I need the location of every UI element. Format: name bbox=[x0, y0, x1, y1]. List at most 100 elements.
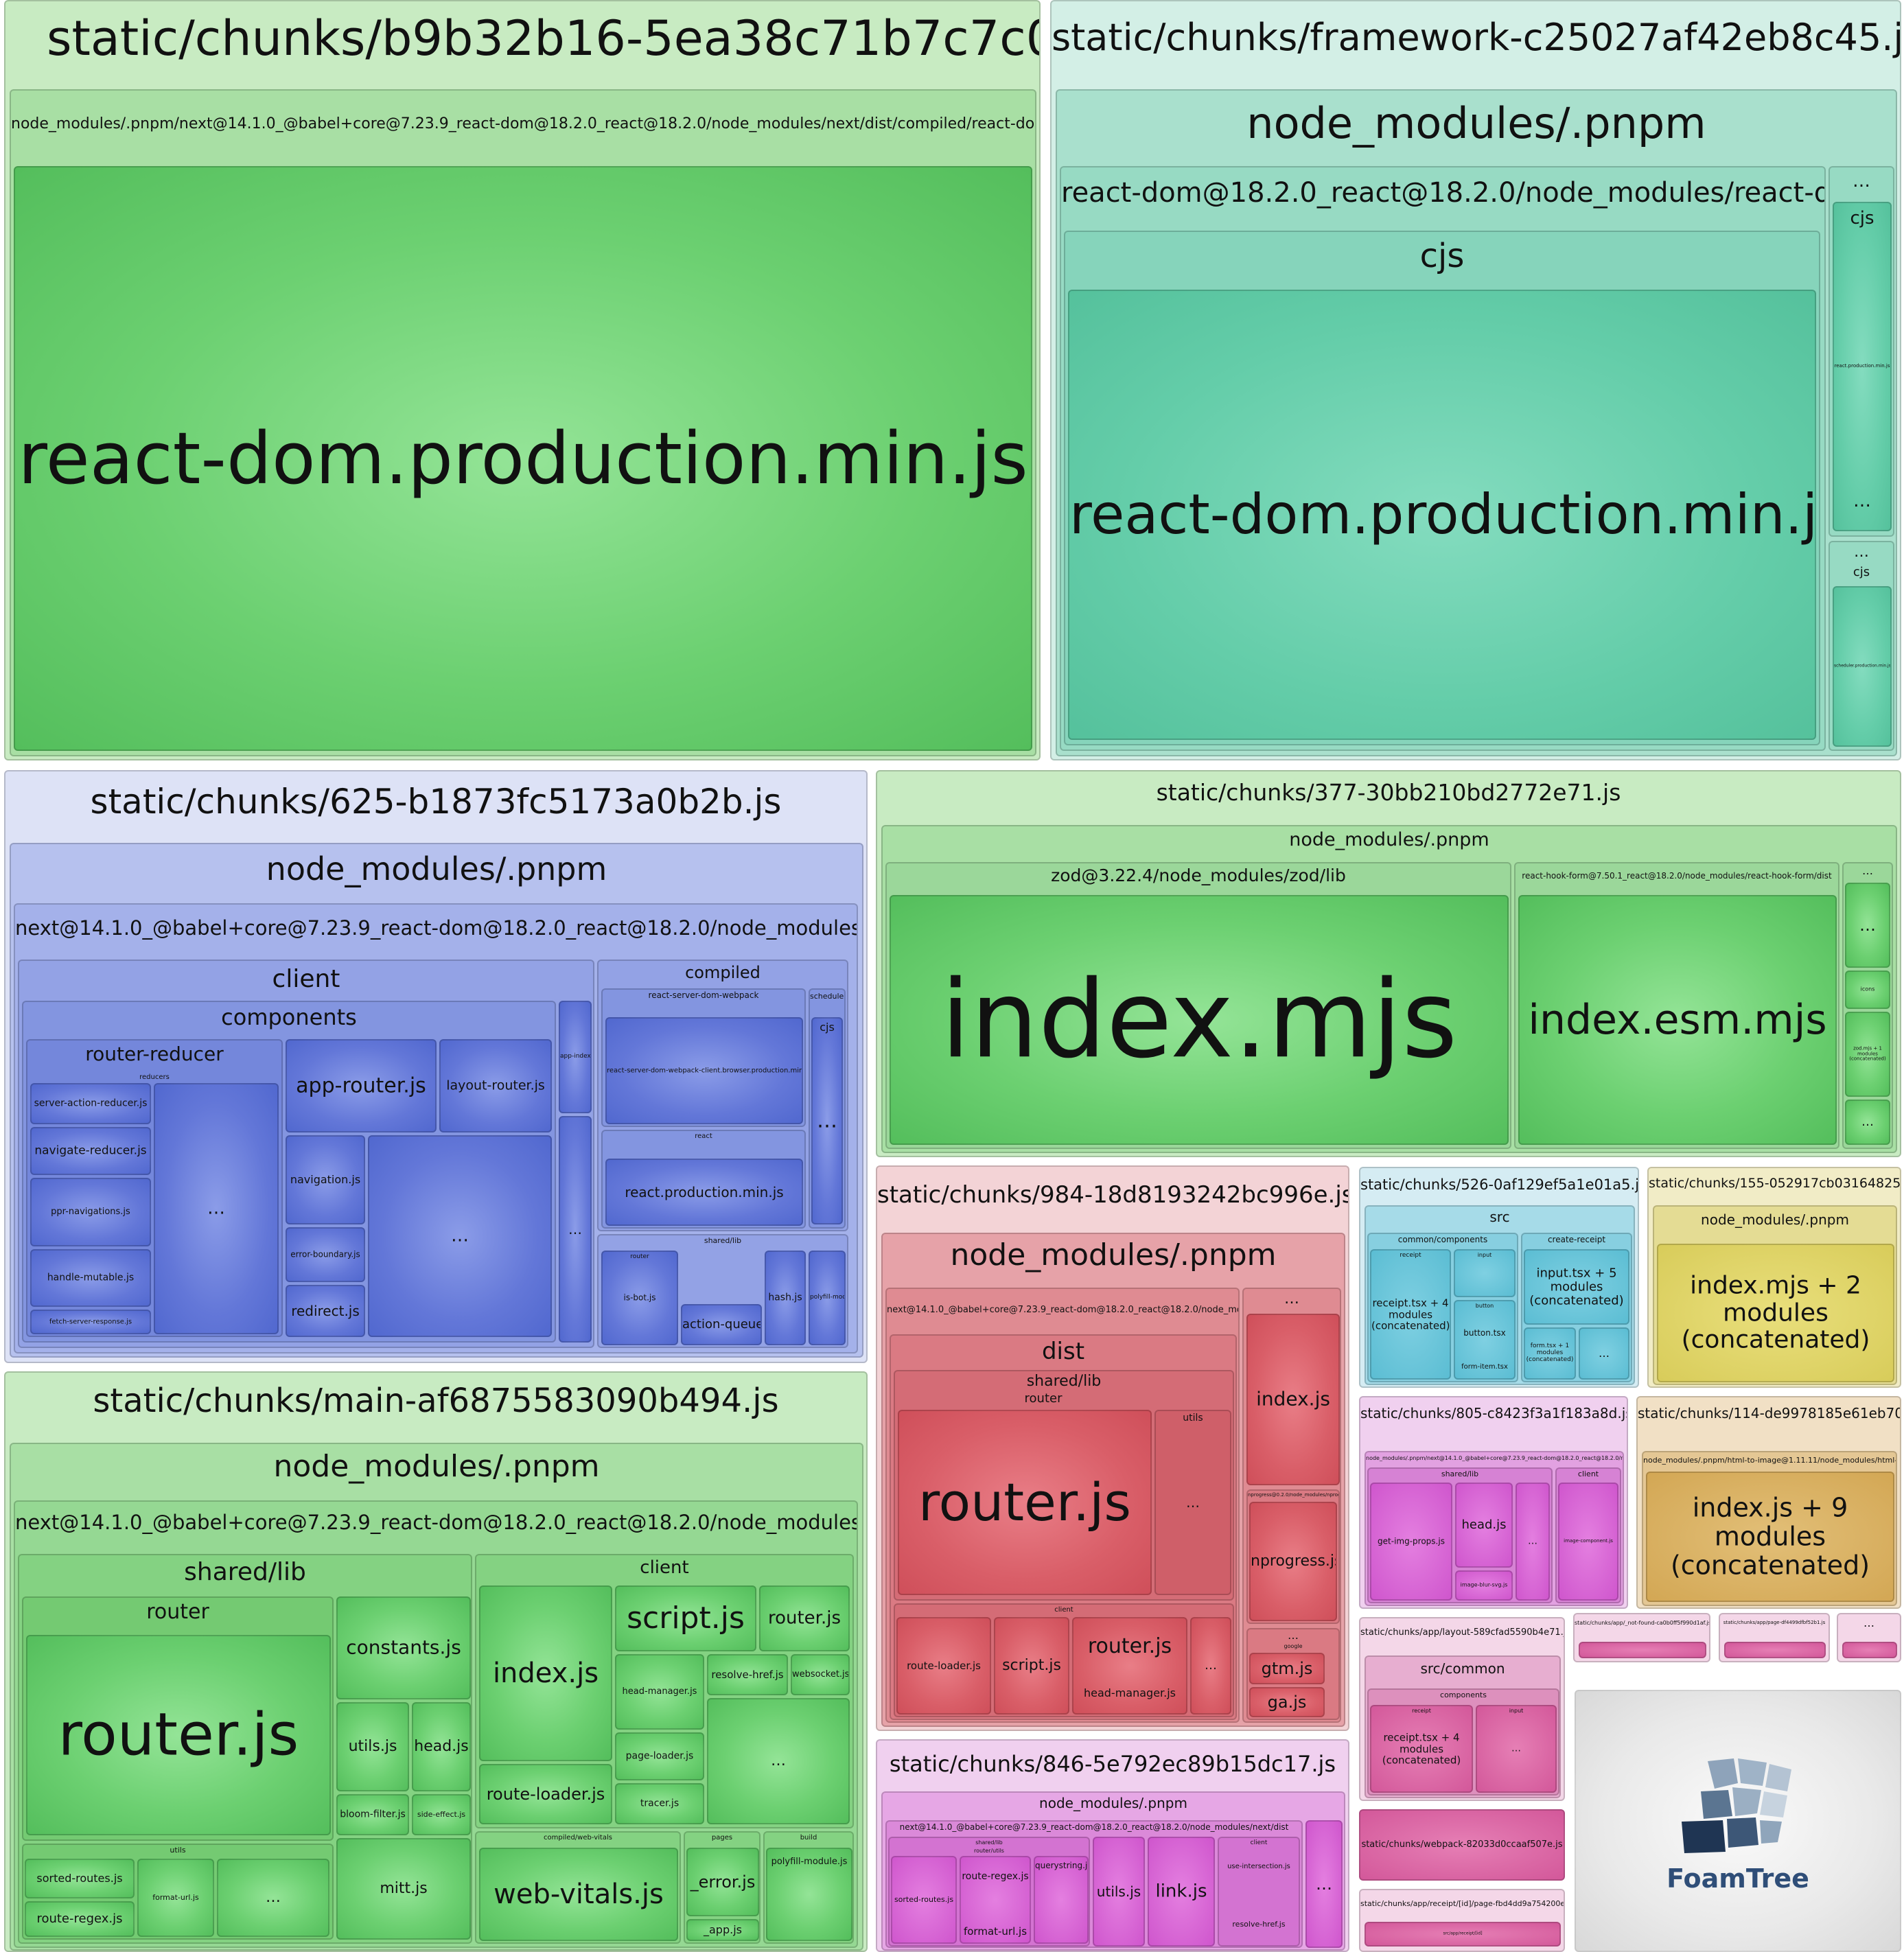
folder-pnpm[interactable]: node_modules/.pnpm index.mjs + 2 modules… bbox=[1653, 1205, 1897, 1385]
chunk-377[interactable]: static/chunks/377-30bb210bd2772e71.js no… bbox=[876, 770, 1901, 1157]
folder-client[interactable]: client route-loader.js script.js router.… bbox=[894, 1603, 1234, 1717]
file-ga[interactable]: ga.js bbox=[1249, 1687, 1325, 1717]
folder-compiled[interactable]: compiled react-server-dom-webpack react-… bbox=[597, 960, 848, 1231]
file-input-concat[interactable]: input.tsx + 5 modules (concatenated) bbox=[1524, 1249, 1629, 1325]
file-ppr-navigations[interactable]: ppr-navigations.js bbox=[30, 1178, 151, 1246]
chunk-805[interactable]: static/chunks/805-c8423f3a1f183a8d.js no… bbox=[1359, 1396, 1628, 1609]
folder-pnpm[interactable]: node_modules/.pnpm zod@3.22.4/node_modul… bbox=[881, 825, 1897, 1153]
files-misc-reducers[interactable]: … bbox=[154, 1083, 279, 1334]
folder-shared-lib[interactable]: shared/lib router is-bot.js action-queue.… bbox=[597, 1234, 848, 1348]
folder-pnpm[interactable]: node_modules/.pnpm next@14.1.0_@babel+co… bbox=[881, 1791, 1345, 1951]
folder-pnpm[interactable]: node_modules/.pnpm react-dom@18.2.0_reac… bbox=[1056, 89, 1897, 756]
folder-google[interactable]: … google gtm.js ga.js bbox=[1246, 1628, 1340, 1720]
file-route-loader[interactable]: route-loader.js bbox=[896, 1617, 991, 1715]
file-script[interactable]: script.js bbox=[615, 1585, 756, 1651]
file-router[interactable]: router.js bbox=[898, 1410, 1152, 1595]
folder-misc[interactable]: … index.js nprogress@0.2.0/node_modules/… bbox=[1242, 1288, 1341, 1723]
file-constants[interactable]: constants.js bbox=[336, 1596, 471, 1699]
chunk-114[interactable]: static/chunks/114-de9978185e61eb70.js no… bbox=[1636, 1396, 1901, 1609]
files-client-misc[interactable]: … bbox=[707, 1698, 850, 1824]
file-side-effect[interactable]: side-effect.js bbox=[412, 1794, 471, 1835]
folder-common-components[interactable]: common/components receipt receipt.tsx + 4… bbox=[1367, 1233, 1518, 1382]
folder-input[interactable]: input… bbox=[1476, 1705, 1557, 1793]
folder-shared-lib[interactable]: shared/lib router router.js constants.js… bbox=[18, 1554, 472, 1944]
file-rhf-index[interactable]: index.esm.mjs bbox=[1518, 895, 1837, 1145]
folder-react[interactable]: react react.production.min.js bbox=[601, 1130, 806, 1229]
file-zod-concat[interactable]: zod.mjs + 1 modules (concatenated) bbox=[1845, 1012, 1890, 1097]
files-misc[interactable]: … bbox=[1516, 1483, 1550, 1601]
chunk-app-layout[interactable]: static/chunks/app/layout-589cfad5590b4e7… bbox=[1359, 1617, 1565, 1801]
folder-pnpm[interactable]: node_modules/.pnpm next@14.1.0_@babel+co… bbox=[10, 843, 863, 1358]
folder-react-dom-cjs[interactable]: node_modules/.pnpm/next@14.1.0_@babel+co… bbox=[10, 89, 1036, 756]
file-hash[interactable]: hash.js bbox=[765, 1251, 806, 1345]
file-resolve-href[interactable]: resolve-href.js bbox=[707, 1654, 788, 1695]
folder-src-common[interactable]: src/common components receipt receipt.tsx… bbox=[1365, 1655, 1561, 1798]
folder-utils[interactable]: utils … bbox=[1154, 1410, 1231, 1595]
file-querystring[interactable]: querystring.js bbox=[1034, 1856, 1089, 1944]
file-react-dom-production[interactable]: react-dom.production.min.js bbox=[14, 166, 1032, 751]
file-navigation[interactable]: navigation.js bbox=[286, 1135, 365, 1224]
file-image-blur-svg[interactable]: image-blur-svg.js bbox=[1455, 1570, 1513, 1601]
file-utils[interactable]: utils.js bbox=[1093, 1837, 1145, 1947]
files-misc-components[interactable]: … bbox=[368, 1135, 552, 1337]
folder-next[interactable]: next@14.1.0_@babel+core@7.23.9_react-dom… bbox=[885, 1288, 1240, 1723]
folder-input[interactable]: input bbox=[1454, 1249, 1516, 1297]
file-polyfill-module[interactable]: polyfill-module.js bbox=[766, 1848, 852, 1941]
file-router-client[interactable]: router.js bbox=[759, 1585, 850, 1651]
file-head[interactable]: head.js bbox=[412, 1702, 471, 1791]
file-index-concat[interactable]: index.js + 9 modules (concatenated) bbox=[1646, 1472, 1894, 1602]
folder-misc[interactable]: … … icons zod.mjs + 1 modules (concatena… bbox=[1842, 862, 1893, 1149]
file-app[interactable]: _app.js bbox=[686, 1919, 759, 1941]
file-scheduler[interactable]: scheduler.production.min.js bbox=[1833, 586, 1892, 747]
folder-nprogress[interactable]: nprogress@0.2.0/node_modules/nprogress n… bbox=[1246, 1489, 1340, 1624]
file-route-regex[interactable]: route-regex.js format-url.js bbox=[960, 1856, 1031, 1944]
folder-create-receipt[interactable]: create-receipt input.tsx + 5 modules (co… bbox=[1521, 1233, 1632, 1382]
file-rsdw-client[interactable]: react-server-dom-webpack-client.browser.… bbox=[605, 1017, 803, 1124]
folder-pnpm[interactable]: node_modules/.pnpm next@14.1.0_@babel+co… bbox=[10, 1443, 863, 1951]
file-action-queue[interactable]: action-queue.js bbox=[681, 1304, 762, 1345]
chunk-526[interactable]: static/chunks/526-0af129ef5a1e01a5.js sr… bbox=[1359, 1167, 1639, 1388]
chunk-content[interactable] bbox=[1842, 1642, 1897, 1658]
folder-react-cjs[interactable]: cjs react.production.min.js … bbox=[1833, 202, 1892, 531]
file-sorted-routes[interactable]: sorted-routes.js bbox=[25, 1859, 135, 1898]
folder-pages[interactable]: pages _error.js _app.js bbox=[684, 1831, 761, 1944]
file-get-img-props[interactable]: get-img-props.js bbox=[1370, 1483, 1452, 1601]
chunk-155[interactable]: static/chunks/155-052917cb03164825.js no… bbox=[1647, 1167, 1901, 1388]
folder-next-dist[interactable]: next@14.1.0_@babel+core@7.23.9_react-dom… bbox=[14, 1500, 858, 1948]
folder-cjs[interactable]: cjs react-dom.production.min.js bbox=[1064, 231, 1820, 745]
folder-html-to-image[interactable]: node_modules/.pnpm/html-to-image@1.11.11… bbox=[1642, 1451, 1897, 1606]
file-zod-index[interactable]: index.mjs bbox=[890, 895, 1509, 1145]
file-script[interactable]: script.js bbox=[994, 1617, 1069, 1715]
folder-button[interactable]: button button.tsx form-item.tsx bbox=[1454, 1300, 1516, 1380]
file-error[interactable]: _error.js bbox=[686, 1848, 759, 1916]
folder-client[interactable]: client index.js route-loader.js script.j… bbox=[475, 1554, 854, 1828]
folder-compiled-web-vitals[interactable]: compiled/web-vitals web-vitals.js bbox=[475, 1831, 681, 1944]
file-head-manager[interactable]: head-manager.js bbox=[615, 1654, 704, 1730]
file-handle-mutable[interactable]: handle-mutable.js bbox=[30, 1249, 151, 1307]
file-tracer[interactable]: tracer.js bbox=[615, 1783, 704, 1824]
folder-receipt-id[interactable]: src/app/receipt/[id] bbox=[1365, 1922, 1561, 1947]
folder-src[interactable]: src common/components receipt receipt.tsx… bbox=[1365, 1205, 1635, 1385]
chunk-content[interactable] bbox=[1724, 1642, 1826, 1658]
chunk-webpack[interactable]: static/chunks/webpack-82033d0ccaaf507e.j… bbox=[1359, 1809, 1565, 1881]
file-image-component[interactable]: image-component.js bbox=[1558, 1483, 1618, 1601]
file-router-client[interactable]: router.js head-manager.js bbox=[1072, 1617, 1187, 1715]
file-websocket[interactable]: websocket.js bbox=[791, 1654, 850, 1695]
folder-pnpm[interactable]: node_modules/.pnpm next@14.1.0_@babel+co… bbox=[881, 1233, 1345, 1727]
file-utils[interactable]: utils.js bbox=[336, 1702, 409, 1791]
chunk-b9b32b16[interactable]: static/chunks/b9b32b16-5ea38c71b7c7c080.… bbox=[4, 0, 1041, 760]
file-react-production[interactable]: react.production.min.js bbox=[605, 1159, 803, 1226]
folder-zod[interactable]: zod@3.22.4/node_modules/zod/lib index.mj… bbox=[885, 862, 1511, 1149]
file-layout-router[interactable]: layout-router.js bbox=[439, 1039, 552, 1132]
chunk-main[interactable]: static/chunks/main-af6875583090b494.js n… bbox=[4, 1371, 868, 1952]
file-form-concat[interactable]: form.tsx + 1 modules (concatenated) bbox=[1524, 1327, 1576, 1380]
files-shared-misc[interactable]: mitt.js bbox=[336, 1838, 471, 1940]
folder-build[interactable]: build polyfill-module.js bbox=[763, 1831, 854, 1944]
folder-next-dist[interactable]: next@14.1.0_@babel+core@7.23.9_react-dom… bbox=[14, 903, 858, 1353]
folder-receipt[interactable]: receipt receipt.tsx + 4 modules (concaten… bbox=[1370, 1249, 1451, 1380]
file-link[interactable]: link.js bbox=[1148, 1837, 1215, 1947]
file-bloom-filter[interactable]: bloom-filter.js bbox=[336, 1794, 409, 1835]
file-server-action-reducer[interactable]: server-action-reducer.js bbox=[30, 1083, 151, 1124]
file-sorted-routes[interactable]: sorted-routes.js bbox=[891, 1856, 957, 1944]
file-polyfill-module[interactable]: polyfill-module.js bbox=[809, 1251, 846, 1345]
